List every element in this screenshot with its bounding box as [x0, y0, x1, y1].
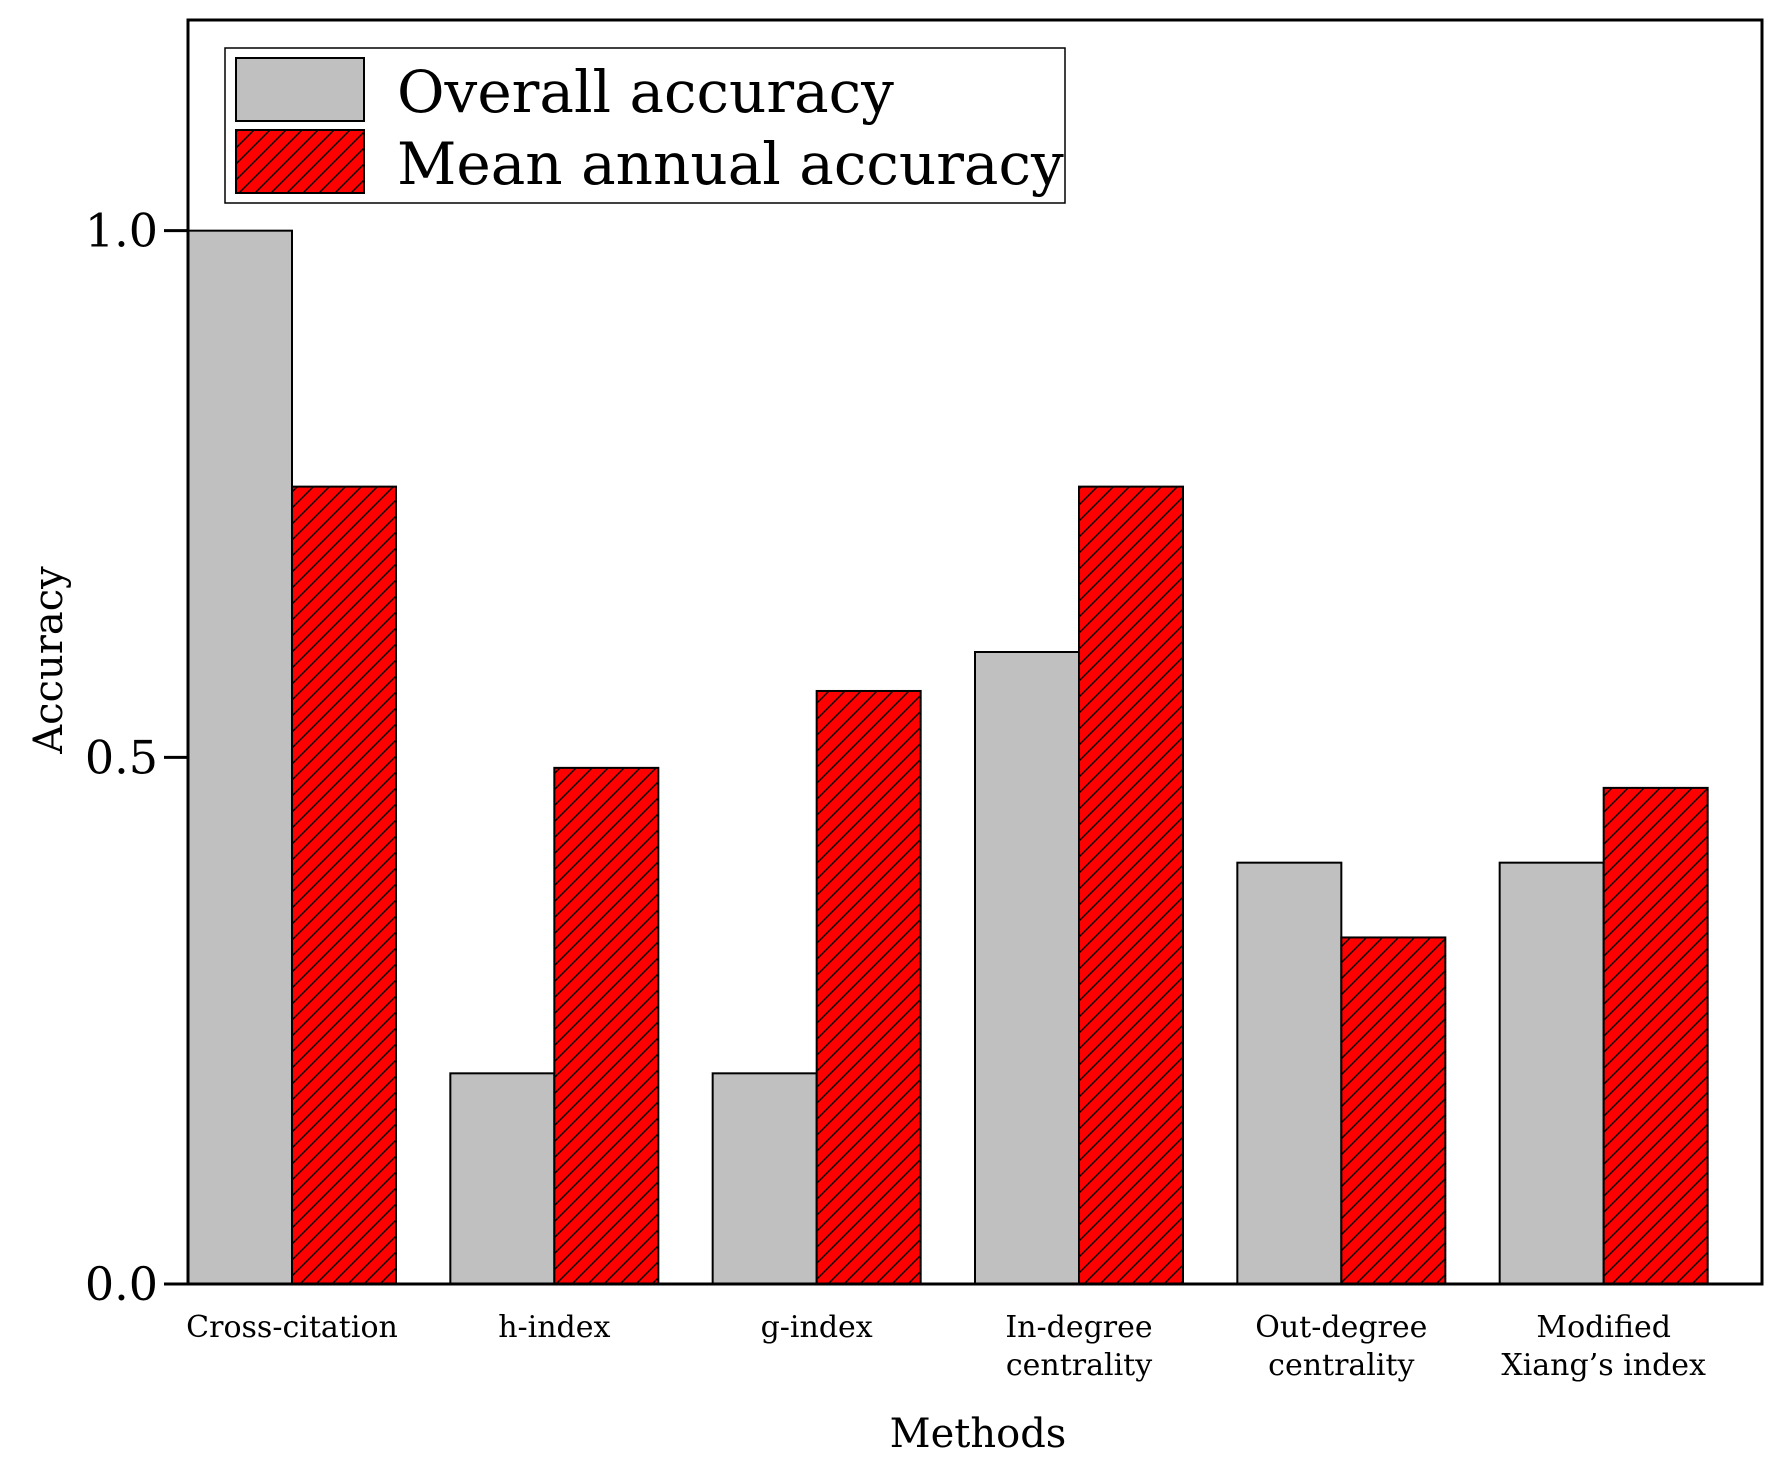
bar-overall-g-index: [711, 1072, 818, 1286]
legend-label-overall-accuracy: Overall accuracy: [397, 58, 894, 126]
bar-overall-out-degree-centrality: [1236, 861, 1343, 1286]
bar-overall-in-degree-centrality: [974, 651, 1080, 1285]
y-tick-label: 1.0: [85, 204, 158, 258]
x-category-label: Out-degree centrality: [1255, 1310, 1427, 1383]
x-category-label: Modified Xiang’s index: [1501, 1310, 1706, 1383]
legend-swatch-mean-annual-accuracy: [235, 129, 365, 194]
plot-frame: [186, 18, 1764, 1286]
x-category-label: g-index: [761, 1310, 873, 1345]
x-category-label: In-degree centrality: [1005, 1310, 1152, 1383]
bars-layer: [187, 229, 1709, 1286]
bar-mean-annual-modified-xiang-s-index: [1602, 786, 1709, 1285]
x-category-label: h-index: [498, 1310, 610, 1345]
bar-mean-annual-in-degree-centrality: [1078, 485, 1184, 1286]
bar-mean-annual-out-degree-centrality: [1340, 936, 1447, 1285]
plot-area-frame: [186, 18, 1764, 1286]
bar-mean-annual-g-index: [815, 689, 922, 1285]
bar-overall-h-index: [449, 1072, 556, 1286]
bar-overall-cross-citation: [187, 229, 293, 1286]
legend-swatch-overall-accuracy: [235, 57, 365, 122]
y-ticks: 0.0 0.5 1.0: [85, 204, 188, 1311]
x-axis-title: Methods: [890, 1411, 1067, 1457]
x-category-label: Cross-citation: [186, 1310, 398, 1345]
legend: Overall accuracy Mean annual accuracy: [224, 47, 1066, 204]
bar-mean-annual-h-index: [553, 766, 660, 1285]
x-category-labels: Cross-citation h-index g-index In-degree cen…: [186, 1310, 1706, 1383]
y-tick-label: 0.0: [85, 1257, 158, 1311]
y-tick-label: 0.5: [85, 730, 158, 784]
y-axis-title: Accuracy: [26, 566, 72, 755]
bar-mean-annual-cross-citation: [291, 485, 397, 1286]
legend-label-mean-annual-accuracy: Mean annual accuracy: [397, 130, 1064, 198]
bar-overall-modified-xiang-s-index: [1498, 861, 1605, 1286]
